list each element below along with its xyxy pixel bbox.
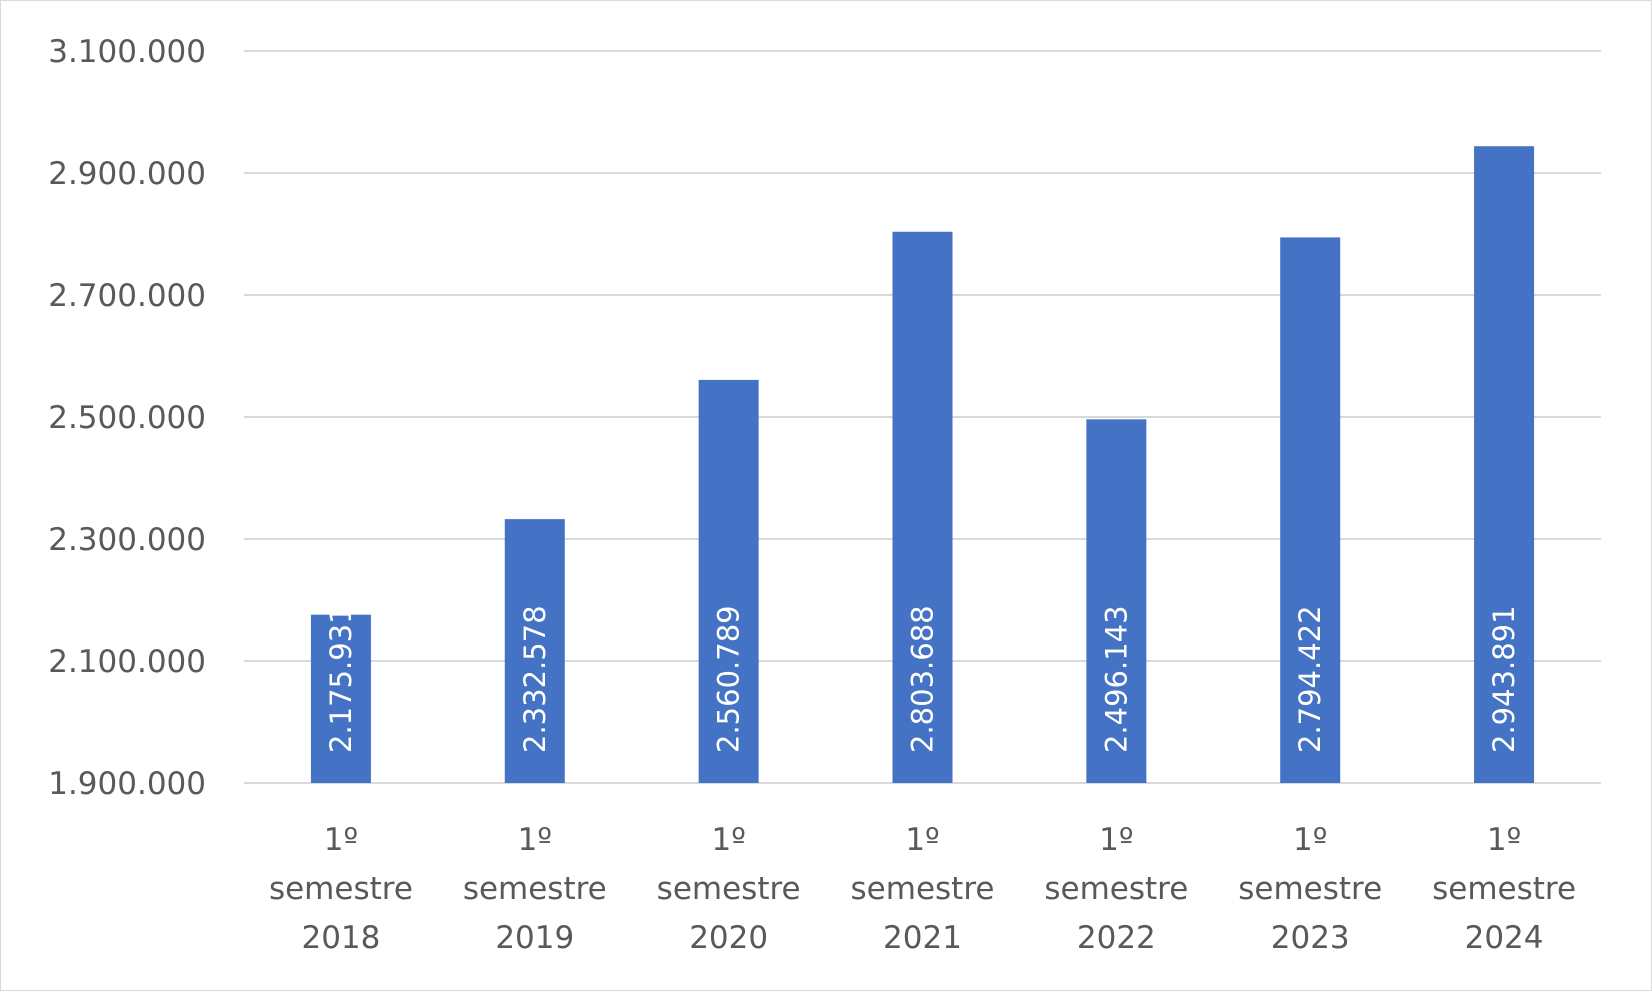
x-category-label: semestre	[1432, 871, 1576, 907]
bar	[1474, 146, 1535, 783]
x-category-label: semestre	[1238, 871, 1382, 907]
data-label: 2.560.789	[712, 605, 746, 753]
y-tick-label: 1.900.000	[48, 766, 206, 802]
x-category-label: 1º	[1293, 822, 1327, 858]
x-category-label: 2019	[495, 920, 574, 956]
y-tick-label: 2.300.000	[48, 522, 206, 558]
x-category-label: semestre	[851, 871, 995, 907]
y-tick-label: 3.100.000	[48, 34, 206, 70]
x-category-label: 2021	[883, 920, 962, 956]
bar	[1280, 237, 1341, 783]
y-tick-label: 2.700.000	[48, 278, 206, 314]
x-category-label: 2024	[1465, 920, 1544, 956]
data-label: 2.332.578	[518, 605, 552, 753]
y-tick-label: 2.900.000	[48, 156, 206, 192]
data-label: 2.803.688	[906, 605, 940, 753]
bar	[892, 231, 953, 784]
x-category-label: 1º	[324, 822, 358, 858]
x-category-label: semestre	[463, 871, 607, 907]
y-tick-label: 2.100.000	[48, 644, 206, 680]
x-category-label: 1º	[1099, 822, 1133, 858]
x-category-label: semestre	[657, 871, 801, 907]
x-category-label: 2020	[689, 920, 768, 956]
bar	[698, 379, 759, 783]
bar	[1086, 419, 1147, 783]
x-category-label: 2022	[1077, 920, 1156, 956]
bars	[310, 146, 1535, 784]
data-label: 2.496.143	[1099, 605, 1133, 753]
bar	[310, 614, 371, 783]
x-category-label: 2023	[1271, 920, 1350, 956]
x-category-label: 1º	[905, 822, 939, 858]
data-label: 2.794.422	[1293, 605, 1327, 753]
y-tick-label: 2.500.000	[48, 400, 206, 436]
x-category-label: semestre	[269, 871, 413, 907]
x-category-label: 1º	[518, 822, 552, 858]
y-axis-tick-labels: 1.900.000 2.100.000 2.300.000 2.500.000 2.70…	[48, 34, 206, 802]
x-axis-category-labels: 1º semestre 2018 1º semestre 2019 1º semestre 20…	[269, 822, 1576, 956]
x-category-label: 2018	[301, 920, 380, 956]
x-category-label: 1º	[711, 822, 745, 858]
data-label: 2.943.891	[1487, 605, 1521, 753]
x-category-label: semestre	[1044, 871, 1188, 907]
bar	[504, 519, 565, 783]
x-category-label: 1º	[1487, 822, 1521, 858]
data-labels: 2.175.931 2.332.578 2.560.789 2.803.688 2.49…	[324, 605, 1521, 753]
data-label: 2.175.931	[324, 605, 358, 753]
